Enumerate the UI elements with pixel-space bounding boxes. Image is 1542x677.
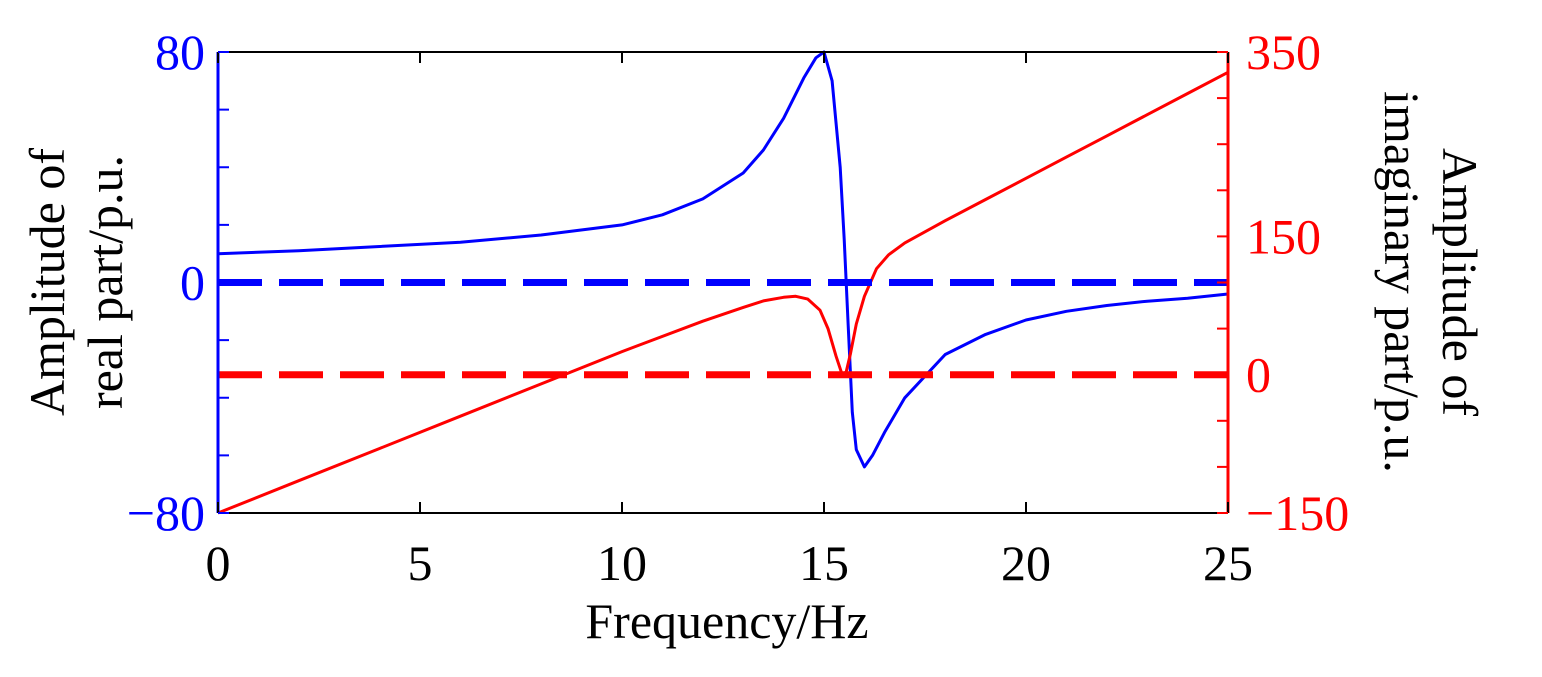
series-line-2 bbox=[217, 70, 1229, 515]
right-axis-title: Amplitude of imaginary part/p.u. bbox=[1374, 91, 1488, 473]
x-tick-label: 5 bbox=[408, 535, 433, 591]
right-axis-title-line-1: Amplitude of bbox=[1432, 148, 1488, 416]
left-tick-label: −80 bbox=[127, 485, 205, 541]
right-tick-label: −150 bbox=[1246, 485, 1349, 541]
left-axis-title: Amplitude of real part/p.u. bbox=[19, 148, 133, 416]
right-tick-label: 350 bbox=[1246, 24, 1321, 80]
series-layer bbox=[217, 50, 1229, 515]
left-tick-label: 80 bbox=[155, 24, 205, 80]
x-tick-label: 25 bbox=[1203, 535, 1253, 591]
left-axis-title-line-1: Amplitude of bbox=[19, 148, 75, 416]
x-tick-label: 20 bbox=[1001, 535, 1051, 591]
x-tick-label: 10 bbox=[597, 535, 647, 591]
x-axis-title: Frequency/Hz bbox=[585, 593, 868, 649]
right-tick-label: 150 bbox=[1246, 208, 1321, 264]
left-tick-label: 0 bbox=[180, 255, 205, 311]
right-tick-label: 0 bbox=[1246, 347, 1271, 403]
left-axis-title-line-2: real part/p.u. bbox=[77, 155, 133, 409]
right-axis-title-line-2: imaginary part/p.u. bbox=[1374, 91, 1430, 473]
x-tick-label: 15 bbox=[799, 535, 849, 591]
x-tick-label: 0 bbox=[206, 535, 231, 591]
series-line-1 bbox=[217, 50, 1229, 469]
